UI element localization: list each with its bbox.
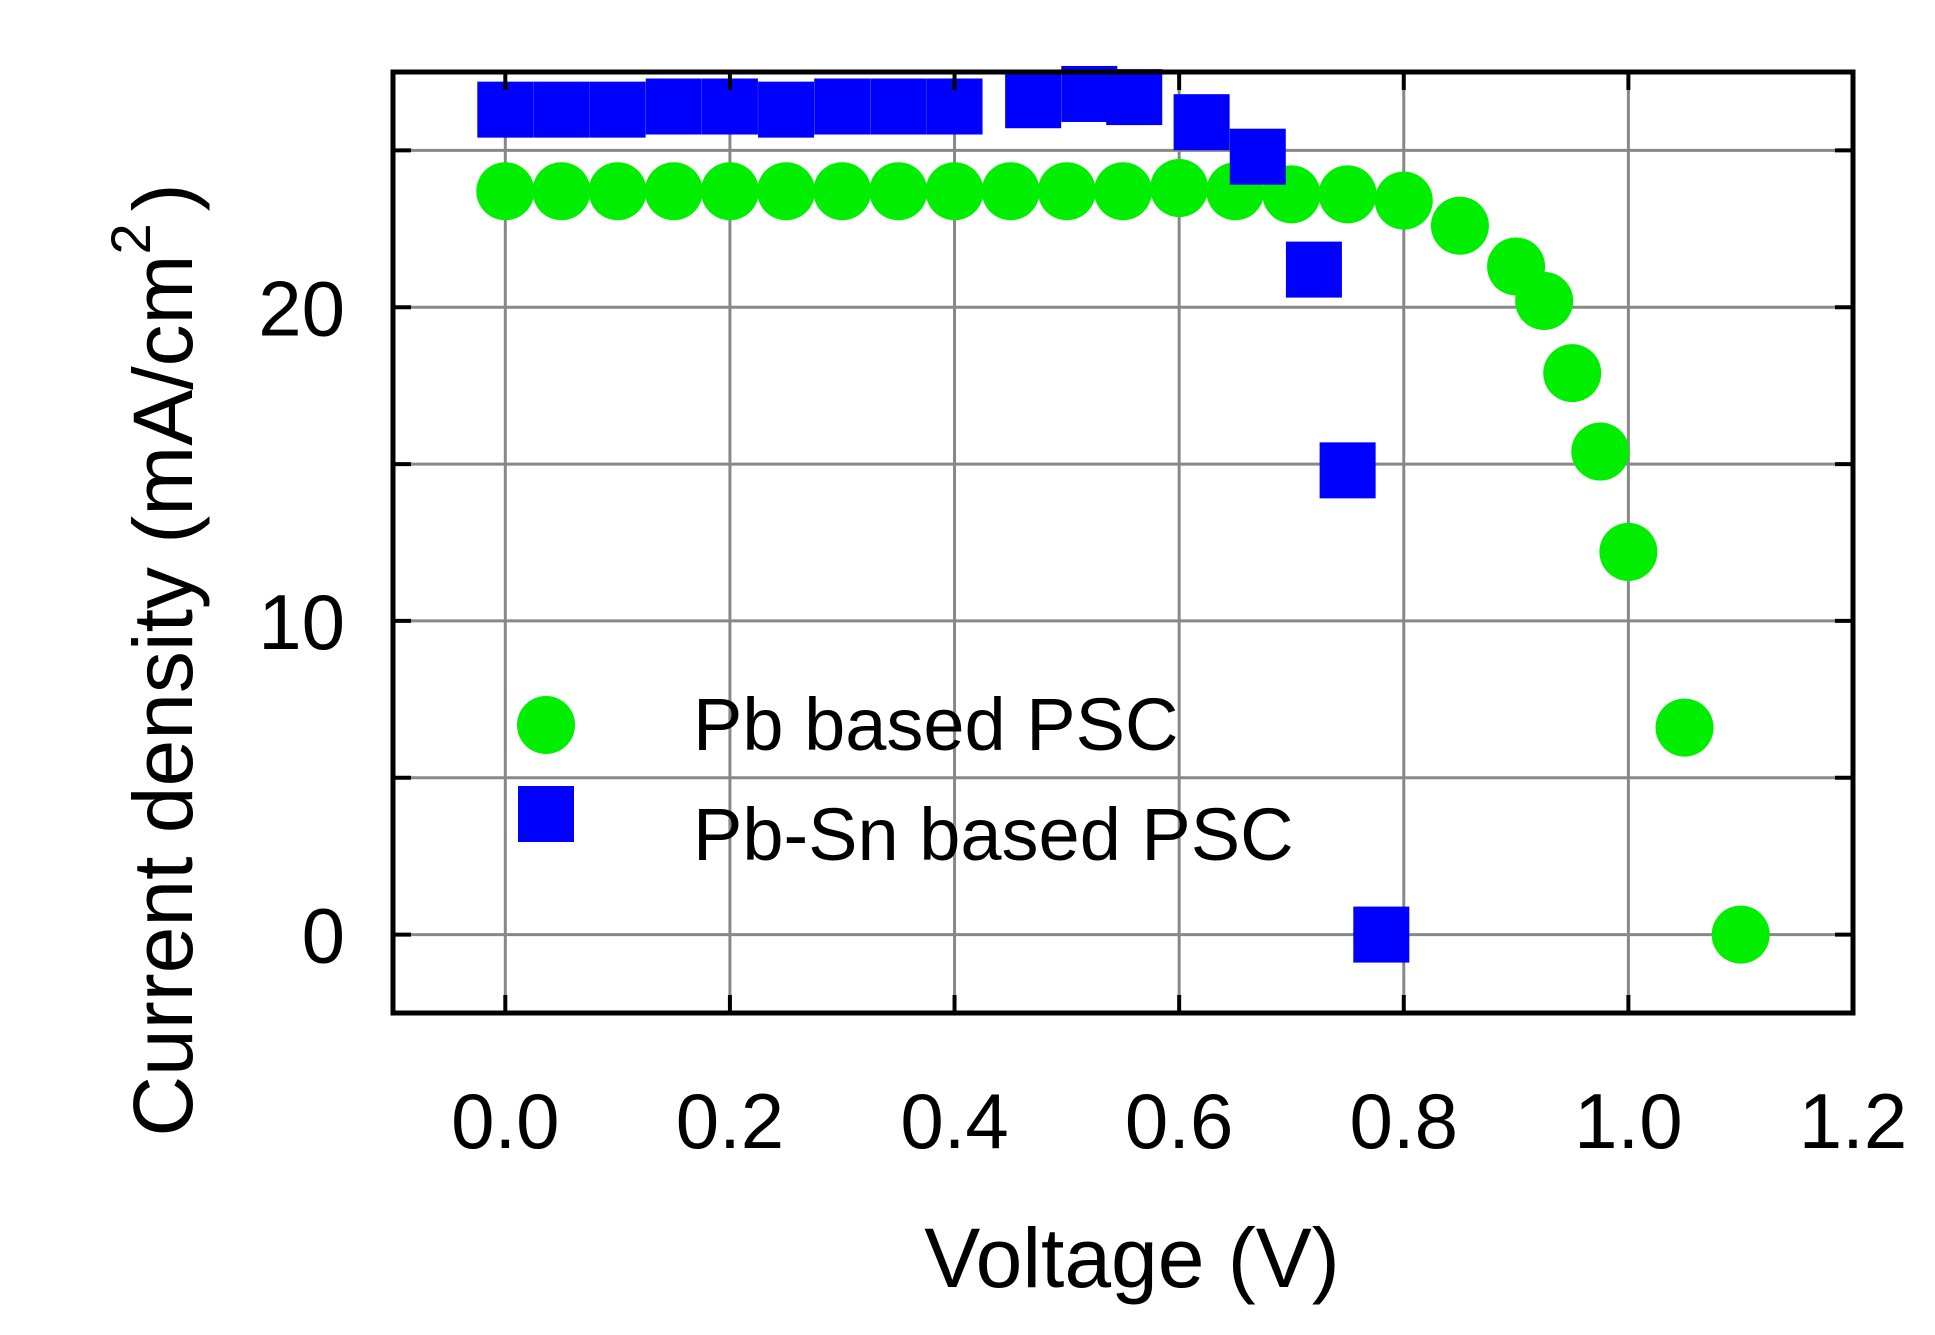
series-pb	[476, 159, 1770, 964]
data-point-square	[758, 81, 815, 138]
data-point-circle	[1374, 171, 1433, 230]
tick-labels: 0.0 0.2 0.4 0.6 0.8 1.0 1.2 0 10 20	[258, 264, 1907, 1165]
legend-label-pb: Pb based PSC	[693, 683, 1178, 766]
x-tick-label: 1.0	[1574, 1077, 1682, 1165]
x-axis-label: Voltage (V)	[924, 1211, 1340, 1305]
data-point-circle	[476, 162, 535, 221]
y-axis-label-superscript: 2	[99, 223, 162, 254]
series-pb-sn	[477, 65, 1410, 963]
data-point-square	[1353, 906, 1410, 963]
data-point-circle	[1711, 905, 1770, 964]
y-axis-label: Current density (mA/cm2)	[99, 183, 210, 1136]
data-point-square	[814, 78, 871, 135]
x-tick-label: 1.2	[1799, 1077, 1907, 1165]
data-point-circle	[1430, 196, 1489, 255]
x-tick-label: 0.4	[900, 1077, 1008, 1165]
data-point-square	[1106, 69, 1163, 126]
y-axis-label-suffix: )	[116, 183, 210, 211]
data-point-circle	[1094, 162, 1152, 221]
data-point-square	[589, 81, 646, 138]
data-point-circle	[532, 162, 591, 221]
data-point-circle	[1515, 271, 1574, 330]
data-point-circle	[1318, 165, 1377, 224]
y-tick-label: 10	[258, 578, 345, 666]
y-tick-label: 20	[258, 264, 345, 352]
plot-frame	[390, 69, 1856, 1016]
data-point-circle	[644, 162, 703, 221]
y-tick-label: 0	[302, 892, 345, 980]
data-point-square	[1319, 442, 1376, 499]
data-point-circle	[925, 162, 984, 221]
data-point-square	[1285, 241, 1342, 298]
series-layer	[476, 65, 1770, 964]
data-point-circle	[1571, 422, 1630, 481]
x-tick-label: 0.6	[1125, 1077, 1233, 1165]
y-axis-label-main: Current density (mA/cm	[116, 254, 210, 1136]
data-point-square	[477, 81, 534, 138]
data-point-circle	[757, 162, 816, 221]
data-point-circle	[981, 162, 1040, 221]
x-tick-label: 0.0	[451, 1077, 559, 1165]
data-point-circle	[813, 162, 872, 221]
legend-label-pb-sn: Pb-Sn based PSC	[693, 793, 1294, 876]
data-point-circle	[700, 162, 759, 221]
data-point-circle	[1599, 522, 1658, 581]
data-point-square	[1173, 94, 1230, 151]
data-point-square	[533, 81, 590, 138]
data-point-square	[1005, 72, 1062, 129]
data-point-square	[870, 78, 927, 135]
data-point-square	[1229, 128, 1286, 185]
y-axis-label-group: Current density (mA/cm2)	[99, 183, 210, 1136]
legend-marker-pb	[517, 696, 575, 754]
x-tick-label: 0.8	[1350, 1077, 1458, 1165]
axis-ticks	[393, 72, 1855, 1013]
data-point-circle	[1655, 698, 1714, 757]
x-tick-label: 0.2	[676, 1077, 784, 1165]
legend-marker-pb-sn	[518, 786, 574, 842]
legend: Pb based PSC Pb-Sn based PSC	[517, 683, 1294, 876]
data-point-circle	[869, 162, 928, 221]
data-point-circle	[588, 162, 647, 221]
data-point-circle	[1150, 159, 1209, 218]
data-point-circle	[1543, 344, 1602, 403]
data-point-square	[645, 78, 702, 135]
data-point-circle	[1037, 162, 1096, 221]
